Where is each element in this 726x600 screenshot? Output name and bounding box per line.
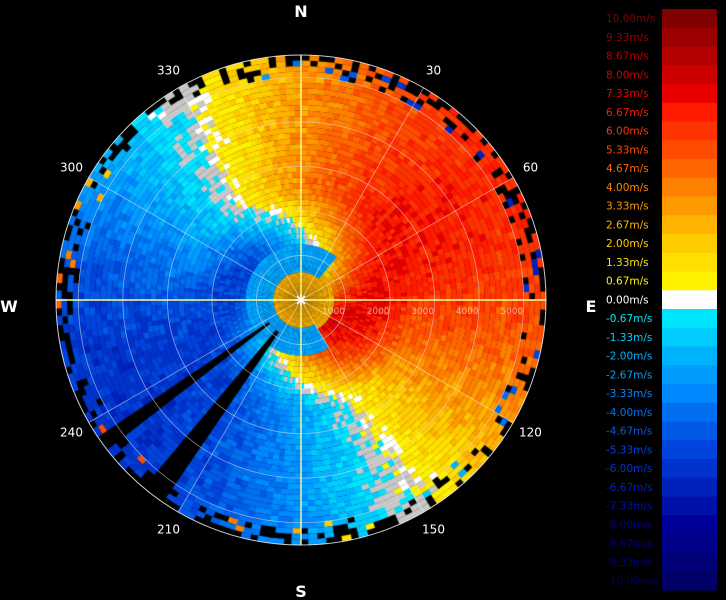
legend-label: -6.00m/s xyxy=(606,463,652,475)
cardinal-north: N xyxy=(294,2,307,21)
legend-swatch xyxy=(662,84,717,104)
legend-label: -8.67m/s xyxy=(606,538,652,550)
legend-label: 2.67m/s xyxy=(606,219,649,231)
legend-label: 10.00m/s xyxy=(606,13,655,25)
legend-label: 0.00m/s xyxy=(606,294,649,306)
range-label-2000: 2000 xyxy=(367,307,390,317)
range-label-4000: 4000 xyxy=(456,307,479,317)
legend-label: 8.67m/s xyxy=(606,51,649,63)
legend-swatch xyxy=(662,290,717,310)
legend-label: 1.33m/s xyxy=(606,257,649,269)
legend-label: 8.00m/s xyxy=(606,69,649,81)
azimuth-label-210: 210 xyxy=(157,522,180,536)
legend-label: 4.67m/s xyxy=(606,163,649,175)
legend-swatch xyxy=(662,571,717,591)
legend-swatch xyxy=(662,477,717,497)
legend-label: -5.33m/s xyxy=(606,444,652,456)
legend-swatch xyxy=(662,346,717,366)
legend-swatch xyxy=(662,402,717,422)
azimuth-label-240: 240 xyxy=(60,426,83,440)
range-ring-grid xyxy=(55,54,547,546)
velocity-legend: 10.00m/s 9.33m/s 8.67m/s 8.00m/s 7.33m/s 6.67… xyxy=(606,9,717,591)
legend-swatch xyxy=(662,9,717,29)
radar-labels: N S E W 30 60 120 150 210 240 300 330 1000 2000 30… xyxy=(0,2,596,600)
azimuth-label-330: 330 xyxy=(157,64,180,78)
azimuth-label-120: 120 xyxy=(519,426,542,440)
legend-label: 2.00m/s xyxy=(606,238,649,250)
azimuth-label-60: 60 xyxy=(523,161,538,175)
legend-swatch xyxy=(662,552,717,572)
legend-label: 5.33m/s xyxy=(606,144,649,156)
azimuth-label-300: 300 xyxy=(60,161,83,175)
legend-swatch xyxy=(662,159,717,179)
legend-swatch xyxy=(662,271,717,291)
legend-label: 9.33m/s xyxy=(606,32,649,44)
legend-label: 0.67m/s xyxy=(606,276,649,288)
legend-swatch xyxy=(662,65,717,85)
legend-swatch xyxy=(662,421,717,441)
legend-label: -7.33m/s xyxy=(606,501,652,513)
legend-label: -2.00m/s xyxy=(606,351,652,363)
legend-label: -6.67m/s xyxy=(606,482,652,494)
range-label-3000: 3000 xyxy=(411,307,434,317)
legend-swatch xyxy=(662,384,717,404)
legend-swatch xyxy=(662,27,717,47)
azimuth-label-30: 30 xyxy=(426,64,441,78)
legend-label: 6.00m/s xyxy=(606,126,649,138)
radar-center-marker xyxy=(296,295,306,305)
legend-label: -8.00m/s xyxy=(606,519,652,531)
cardinal-east: E xyxy=(586,297,597,316)
legend-swatch xyxy=(662,515,717,535)
legend-swatch xyxy=(662,496,717,516)
legend-label: -3.33m/s xyxy=(606,388,652,400)
legend-swatch xyxy=(662,177,717,197)
legend-label: -1.33m/s xyxy=(606,332,652,344)
legend-swatch xyxy=(662,121,717,141)
legend-swatch xyxy=(662,440,717,460)
legend-swatch xyxy=(662,365,717,385)
legend-swatch xyxy=(662,196,717,216)
legend-label: -4.00m/s xyxy=(606,407,652,419)
legend-label: -10.00m/s xyxy=(606,576,659,588)
legend-label: 7.33m/s xyxy=(606,88,649,100)
legend-label: 6.67m/s xyxy=(606,107,649,119)
legend-swatch xyxy=(662,46,717,66)
legend-label: -9.33m/s xyxy=(606,557,652,569)
legend-swatch xyxy=(662,252,717,272)
legend-label: -0.67m/s xyxy=(606,313,652,325)
range-label-5000: 5000 xyxy=(500,307,523,317)
legend-label: 4.00m/s xyxy=(606,182,649,194)
legend-swatch xyxy=(662,459,717,479)
legend-label: -2.67m/s xyxy=(606,369,652,381)
legend-swatch xyxy=(662,234,717,254)
legend-swatch xyxy=(662,140,717,160)
legend-label: -4.67m/s xyxy=(606,426,652,438)
azimuth-label-150: 150 xyxy=(422,522,445,536)
cardinal-west: W xyxy=(0,297,18,316)
legend-swatch xyxy=(662,102,717,122)
legend-label: 3.33m/s xyxy=(606,201,649,213)
legend-swatch xyxy=(662,327,717,347)
legend-swatch xyxy=(662,309,717,329)
legend-swatch xyxy=(662,534,717,554)
cardinal-south: S xyxy=(295,582,307,600)
legend-swatch xyxy=(662,215,717,235)
range-label-1000: 1000 xyxy=(322,307,345,317)
